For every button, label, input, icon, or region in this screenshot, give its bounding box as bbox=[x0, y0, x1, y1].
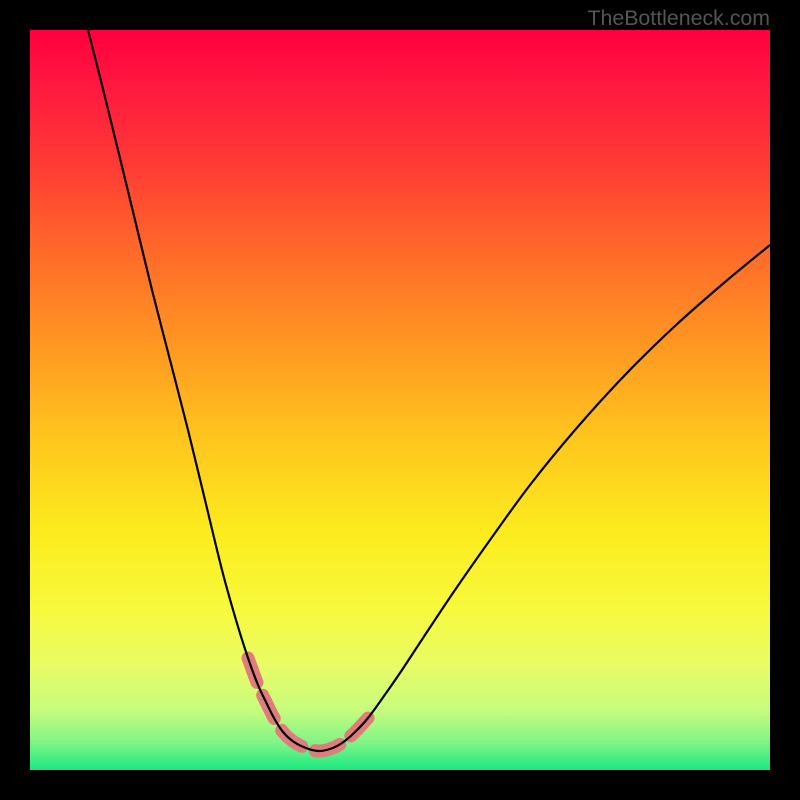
bottleneck-curve bbox=[88, 30, 770, 751]
plot-area bbox=[30, 30, 770, 770]
chart-svg bbox=[30, 30, 770, 770]
watermark-text: TheBottleneck.com bbox=[587, 6, 770, 31]
